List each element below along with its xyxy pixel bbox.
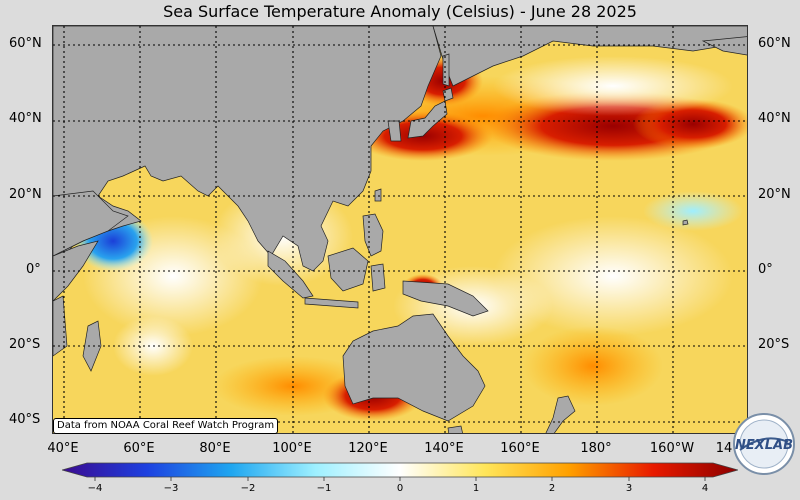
philippines-landmass xyxy=(362,213,384,257)
lon-label-160e: 160°E xyxy=(500,441,540,456)
lat-label-left-20s: 20°S xyxy=(9,337,41,352)
lat-label-left-40n: 40°N xyxy=(9,111,42,126)
lon-label-100e: 100°E xyxy=(272,441,312,456)
new-guinea-landmass xyxy=(402,280,489,317)
sumatra-landmass xyxy=(267,250,314,299)
java-landmass xyxy=(304,297,359,309)
sakhalin-landmass xyxy=(442,53,450,87)
lon-label-140w-partial: 14 xyxy=(715,441,733,456)
logo-wordmark: NEXLAB xyxy=(735,438,793,453)
data-credit-label: Data from NOAA Coral Reef Watch Program xyxy=(53,418,279,434)
taiwan-landmass xyxy=(374,188,382,202)
colorbar-tick-2: 2 xyxy=(548,483,556,494)
colorbar-tick-3: 3 xyxy=(625,483,633,494)
colorbar-tick-neg2: −2 xyxy=(240,483,256,494)
lat-label-left-20n: 20°N xyxy=(9,187,42,202)
map-canvas xyxy=(53,26,747,433)
colorbar-tick-neg1: −1 xyxy=(316,483,332,494)
lat-label-left-40s: 40°S xyxy=(9,412,41,427)
sulawesi-landmass xyxy=(370,263,386,292)
australia-landmass xyxy=(342,313,486,422)
colorbar-tick-neg3: −3 xyxy=(163,483,179,494)
kamchatka-landmass xyxy=(432,26,747,87)
colorbar xyxy=(62,462,738,481)
lat-label-right-40n: 40°N xyxy=(758,111,791,126)
hawaii-landmass xyxy=(682,219,689,226)
lat-label-right-equator: 0° xyxy=(758,262,773,277)
land-masses xyxy=(53,26,747,433)
lon-label-80e: 80°E xyxy=(199,441,231,456)
colorbar-ramp xyxy=(62,462,738,478)
lat-label-left-60n: 60°N xyxy=(9,36,42,51)
alaska-landmass xyxy=(701,36,747,56)
lon-label-60e: 60°E xyxy=(123,441,155,456)
graticule xyxy=(53,26,747,433)
asia-landmass xyxy=(53,26,442,272)
lat-label-right-20n: 20°N xyxy=(758,187,791,202)
lon-label-40e: 40°E xyxy=(47,441,79,456)
lon-label-180: 180° xyxy=(580,441,612,456)
colorbar-tick-0: 0 xyxy=(396,483,404,494)
colorbar-tick-4: 4 xyxy=(701,483,709,494)
map-title: Sea Surface Temperature Anomaly (Celsius… xyxy=(163,2,637,21)
lat-label-right-60n: 60°N xyxy=(758,36,791,51)
new-zealand-landmass xyxy=(545,395,576,433)
nexlab-logo[interactable]: NEXLAB xyxy=(732,412,796,476)
lon-label-140e: 140°E xyxy=(424,441,464,456)
korea-landmass xyxy=(387,120,402,142)
tasmania-landmass xyxy=(447,425,463,433)
lon-label-120e: 120°E xyxy=(348,441,388,456)
lat-label-left-equator: 0° xyxy=(26,262,41,277)
madagascar-landmass xyxy=(82,320,102,372)
japan-landmass xyxy=(407,100,448,139)
colorbar-tick-1: 1 xyxy=(472,483,480,494)
sst-anomaly-map[interactable] xyxy=(52,25,748,434)
lon-label-160w: 160°W xyxy=(649,441,695,456)
colorbar-tick-neg4: −4 xyxy=(87,483,103,494)
borneo-landmass xyxy=(327,247,369,292)
lat-label-right-20s: 20°S xyxy=(758,337,790,352)
